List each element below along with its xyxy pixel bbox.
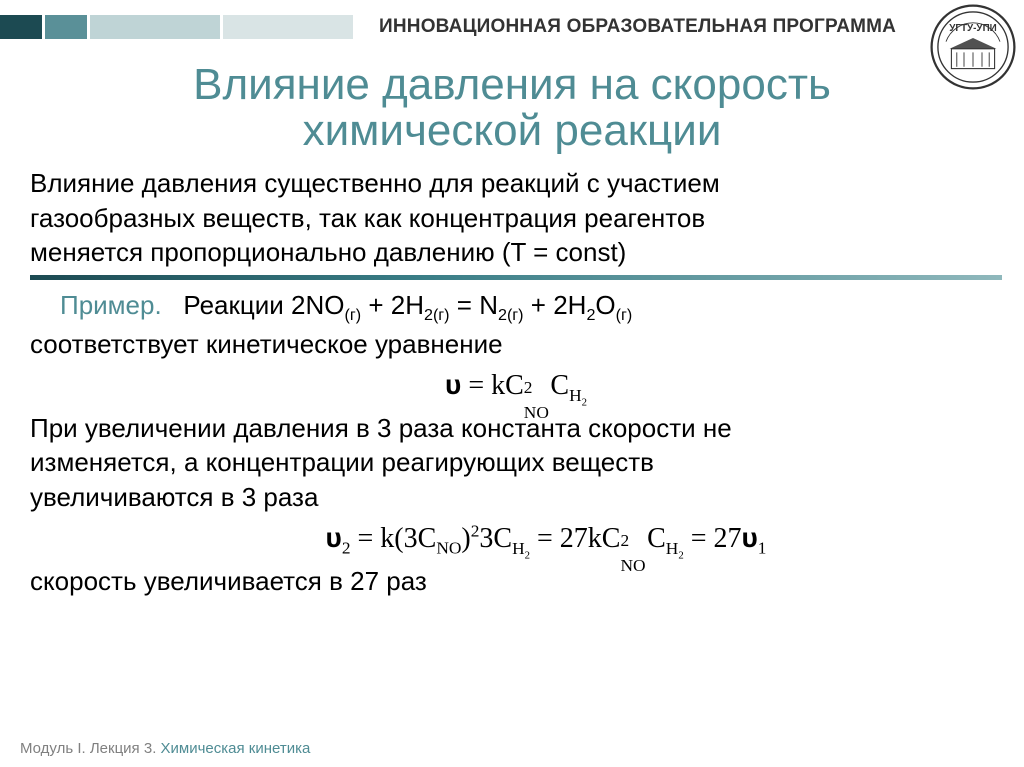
program-label: ИННОВАЦИОННАЯ ОБРАЗОВАТЕЛЬНАЯ ПРОГРАММА (379, 16, 896, 38)
mid-text: При увеличении давления в 3 раза констан… (30, 411, 1002, 514)
decorative-blocks (0, 15, 353, 39)
conclusion: скорость увеличивается в 27 раз (30, 564, 1002, 598)
university-logo: УГТУ-УПИ (928, 2, 1018, 92)
footer-topic: Химическая кинетика (161, 740, 311, 757)
mid-line: изменяется, а концентрации реагирующих в… (30, 445, 1002, 479)
mid-line: увеличиваются в 3 раза (30, 480, 1002, 514)
intro-line: газообразных веществ, так как концентрац… (30, 201, 1002, 235)
divider-rule (30, 275, 1002, 280)
mid-line: При увеличении давления в 3 раза констан… (30, 411, 1002, 445)
slide-title: Влияние давления на скоростьхимической р… (0, 62, 1024, 154)
header-bar: ИННОВАЦИОННАЯ ОБРАЗОВАТЕЛЬНАЯ ПРОГРАММА (0, 0, 1024, 54)
svg-text:УГТУ-УПИ: УГТУ-УПИ (949, 23, 997, 34)
footer: Модуль I. Лекция 3. Химическая кинетика (20, 740, 310, 757)
footer-module: Модуль I. Лекция 3. (20, 740, 161, 757)
intro-line: меняется пропорционально давлению (T = c… (30, 235, 1002, 269)
formula-2: υ2 = k(3CNO)23CH2 = 27kC2NO CH2 = 27υ1 (30, 520, 1002, 558)
slide-body: Влияние давления существенно для реакций… (0, 154, 1024, 598)
intro-text: Влияние давления существенно для реакций… (30, 166, 1002, 269)
formula-1: υ = kC2NO CH2 (30, 367, 1002, 405)
intro-line: Влияние давления существенно для реакций… (30, 166, 1002, 200)
example-line: Пример. Реакции 2NO(г) + 2H2(г) = N2(г) … (30, 288, 1002, 326)
kinetic-line: соответствует кинетическое уравнение (30, 327, 1002, 361)
